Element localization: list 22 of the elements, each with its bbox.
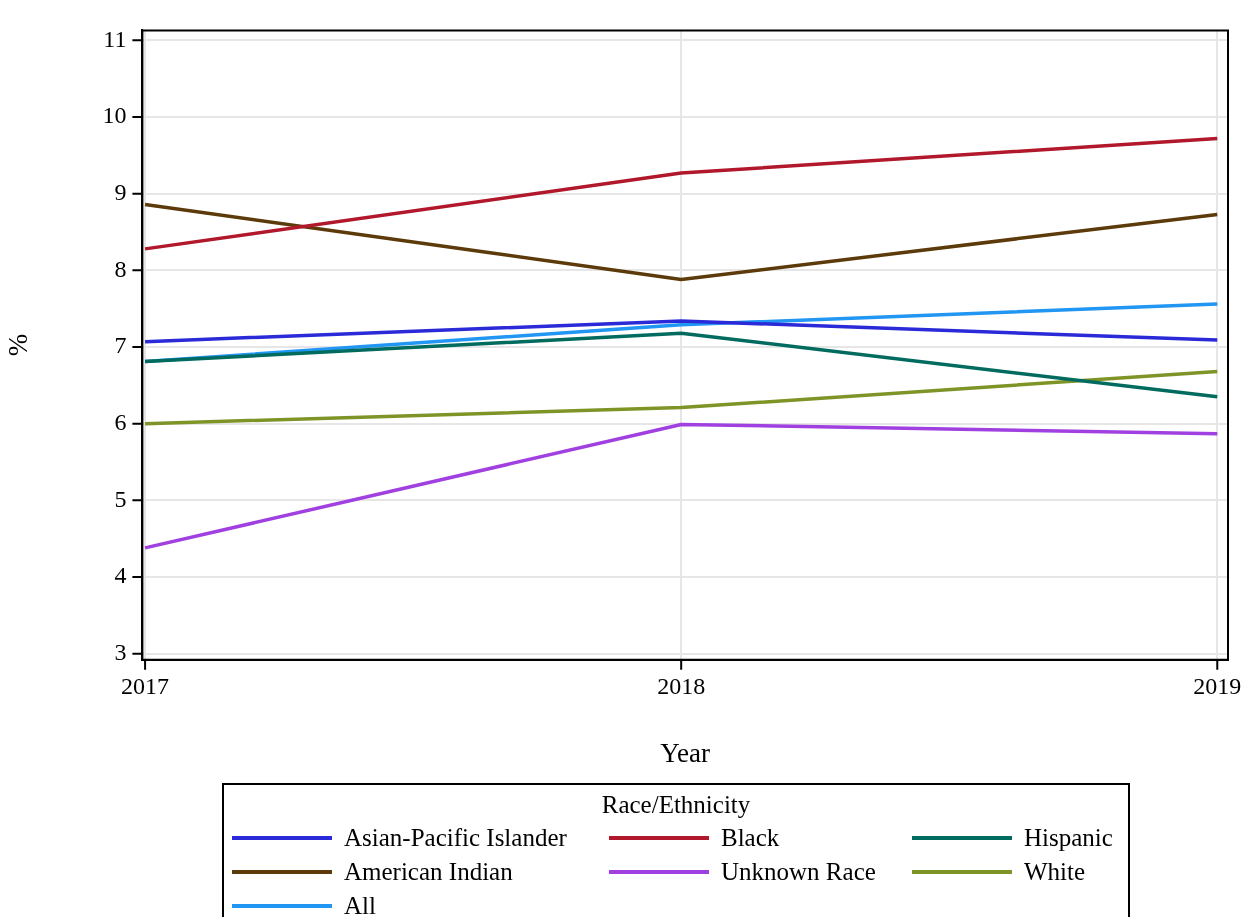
x-tick-label: 2017	[121, 673, 170, 700]
y-tick-label: 6	[114, 408, 127, 435]
legend-label: Asian-Pacific Islander	[344, 824, 567, 852]
y-tick-label: 9	[114, 178, 127, 205]
y-tick-label: 5	[114, 485, 127, 512]
y-tick-label: 7	[114, 332, 127, 359]
legend-title: Race/Ethnicity	[600, 791, 752, 819]
y-tick-label: 8	[114, 255, 127, 282]
y-tick-label: 11	[103, 25, 127, 52]
legend-label: American Indian	[344, 858, 513, 886]
y-tick-label: 10	[102, 102, 127, 129]
legend-label: Black	[721, 824, 780, 852]
legend-label: All	[344, 892, 376, 917]
x-tick-label: 2018	[657, 673, 706, 700]
y-axis-title: %	[3, 333, 34, 357]
x-tick-label: 2019	[1193, 673, 1242, 700]
legend-label: Unknown Race	[721, 858, 876, 886]
legend-label: Hispanic	[1024, 824, 1113, 852]
y-tick-label: 4	[114, 562, 127, 589]
legend-label: White	[1024, 858, 1086, 886]
y-tick-label: 3	[114, 638, 127, 665]
x-axis-title: Year	[660, 737, 711, 768]
